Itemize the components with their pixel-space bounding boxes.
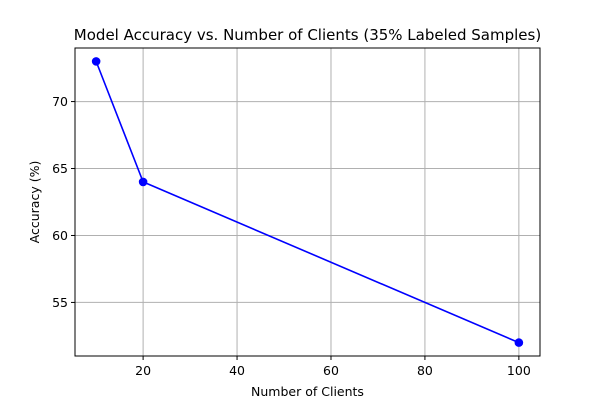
y-tick-label: 65 [52, 161, 68, 176]
plot-frame [74, 47, 541, 357]
x-tick-label: 100 [507, 363, 531, 378]
x-tick-label: 80 [417, 363, 433, 378]
x-tick-label: 40 [229, 363, 245, 378]
data-series [91, 57, 524, 347]
data-point [514, 338, 524, 347]
y-axis-label: Accuracy (%) [27, 161, 42, 244]
data-point [138, 177, 148, 187]
x-tick-label: 60 [323, 363, 339, 378]
x-tick-label: 20 [135, 363, 151, 378]
y-tick-label: 60 [52, 228, 68, 243]
y-tick-label: 55 [52, 295, 68, 310]
y-tick-label: 70 [52, 94, 68, 109]
chart-title: Model Accuracy vs. Number of Clients (35… [74, 26, 541, 44]
data-point [91, 57, 101, 66]
grid-lines [75, 48, 540, 356]
axis-ticks: 20 40 60 80 100 55 60 65 70 [52, 94, 531, 378]
x-axis-label: Number of Clients [251, 384, 364, 399]
